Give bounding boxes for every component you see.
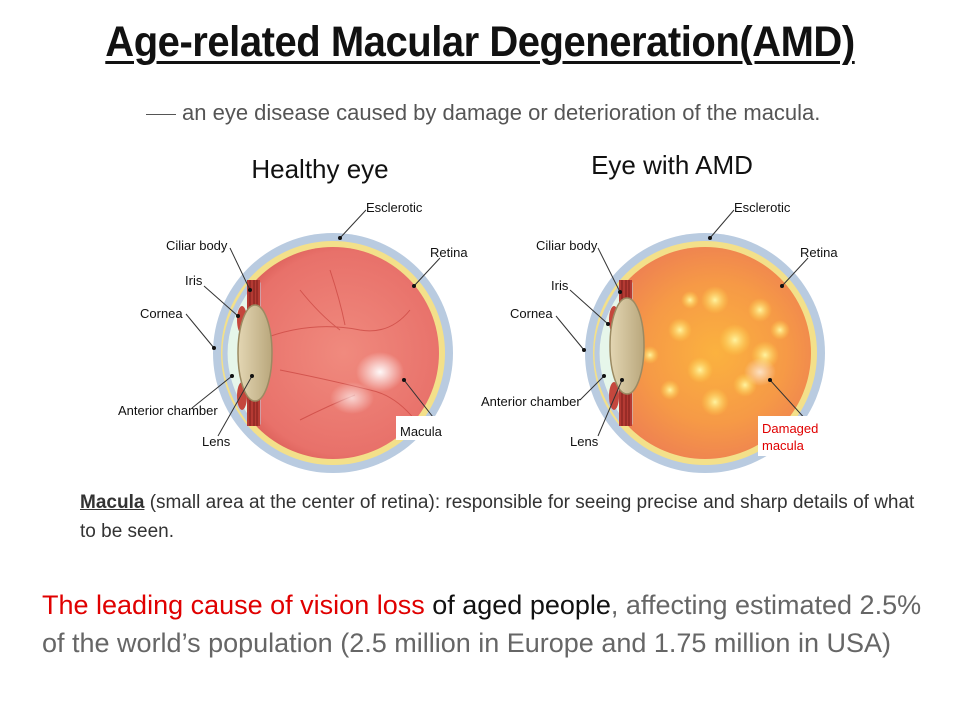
eye-diagram: Healthy eye Eye with AMD — [118, 150, 838, 473]
healthy-interior — [227, 247, 439, 459]
healthy-label-cornea: Cornea — [140, 306, 183, 321]
healthy-label-iris: Iris — [185, 273, 203, 288]
dash-icon — [146, 113, 176, 115]
amd-label-lens: Lens — [570, 434, 599, 449]
amd-label-retina: Retina — [800, 245, 838, 260]
amd-label-esclerotic: Esclerotic — [734, 200, 791, 215]
amd-label-damaged-2: macula — [762, 438, 805, 453]
amd-label-cornea: Cornea — [510, 306, 553, 321]
subtitle-text: an eye disease caused by damage or deter… — [182, 100, 821, 125]
healthy-label-macula: Macula — [400, 424, 443, 439]
healthy-label-anterior-chamber: Anterior chamber — [118, 403, 218, 418]
healthy-macula-glow — [356, 352, 404, 392]
amd-macula-glow — [744, 358, 776, 386]
amd-lens — [609, 297, 645, 395]
macula-definition: Macula (small area at the center of reti… — [80, 488, 930, 546]
amd-label-iris: Iris — [551, 278, 569, 293]
amd-label-damaged-1: Damaged — [762, 421, 818, 436]
amd-label-ciliar-body: Ciliar body — [536, 238, 598, 253]
healthy-label-ciliar-body: Ciliar body — [166, 238, 228, 253]
healthy-lens — [237, 304, 273, 402]
leading-cause-highlight: The leading cause of vision loss — [42, 590, 425, 620]
macula-description: (small area at the center of retina): re… — [80, 492, 915, 542]
slide-title: Age-related Macular Degeneration(AMD) — [105, 18, 855, 66]
amd-eye: Esclerotic Ciliar body Retina Iris Corne… — [481, 200, 838, 473]
healthy-eye: Esclerotic Ciliar body Retina Iris Corne… — [118, 200, 468, 473]
macula-term: Macula — [80, 492, 145, 513]
leading-cause-statement: The leading cause of vision loss of aged… — [42, 586, 942, 662]
healthy-label-esclerotic: Esclerotic — [366, 200, 423, 215]
slide-subtitle: an eye disease caused by damage or deter… — [146, 100, 820, 126]
healthy-label-retina: Retina — [430, 245, 468, 260]
amd-heading: Eye with AMD — [591, 150, 753, 180]
statistics-text: , affecting estimated 2.5% of the world’… — [42, 590, 922, 658]
healthy-label-lens: Lens — [202, 434, 231, 449]
aged-people-text: of aged people — [424, 590, 611, 620]
healthy-heading: Healthy eye — [251, 154, 388, 184]
amd-label-anterior-chamber: Anterior chamber — [481, 394, 581, 409]
amd-iris-bottom — [609, 382, 619, 410]
